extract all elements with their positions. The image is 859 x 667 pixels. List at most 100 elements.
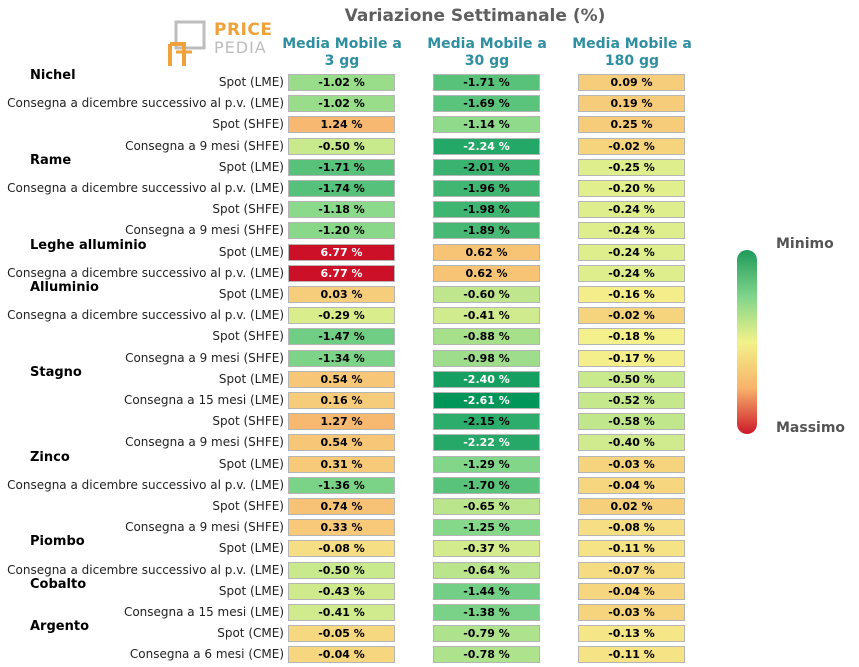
heatmap-cell: -1.02 % bbox=[288, 74, 395, 91]
legend-max-label: Massimo bbox=[776, 420, 846, 436]
heatmap-cell: 0.09 % bbox=[578, 74, 685, 91]
heatmap-cell: 0.16 % bbox=[288, 392, 395, 409]
row-label: Spot (SHFE) bbox=[212, 329, 284, 344]
heatmap-cell: -0.58 % bbox=[578, 413, 685, 431]
row-label: Spot (SHFE) bbox=[212, 414, 284, 429]
row-label: Consegna a 9 mesi (SHFE) bbox=[125, 138, 284, 153]
heatmap-cell: 0.74 % bbox=[288, 498, 395, 515]
heatmap-cell: -0.13 % bbox=[578, 625, 685, 643]
heatmap-cell: -0.50 % bbox=[288, 137, 395, 155]
heatmap-cell: -1.47 % bbox=[288, 328, 395, 346]
heatmap-cell: -0.24 % bbox=[578, 264, 685, 282]
heatmap-cell: -1.89 % bbox=[433, 222, 540, 240]
row-label: Consegna a 9 mesi (SHFE) bbox=[125, 350, 284, 365]
heatmap-cell: -0.50 % bbox=[578, 370, 685, 388]
heatmap-cell: 0.31 % bbox=[288, 455, 395, 473]
heatmap-cell: -1.38 % bbox=[433, 604, 540, 621]
heatmap-cell: -0.37 % bbox=[433, 540, 540, 558]
group-label: Zinco bbox=[30, 449, 70, 465]
row-label: Consegna a dicembre successivo al p.v. (… bbox=[7, 181, 284, 195]
group-label: Piombo bbox=[30, 534, 85, 550]
heatmap-cell: -0.52 % bbox=[578, 392, 685, 409]
heatmap-cell: -1.74 % bbox=[288, 180, 395, 197]
heatmap-cell: -0.02 % bbox=[578, 137, 685, 155]
heatmap-cell: -0.04 % bbox=[578, 476, 685, 494]
heatmap-cell: -0.98 % bbox=[433, 349, 540, 367]
heatmap-cell: -0.50 % bbox=[288, 561, 395, 579]
heatmap-cell: -2.61 % bbox=[433, 392, 540, 409]
heatmap-cell: 0.02 % bbox=[578, 498, 685, 515]
row-label: Spot (LME) bbox=[218, 583, 284, 598]
group-label: Leghe alluminio bbox=[30, 237, 147, 253]
heatmap-cell: -2.22 % bbox=[433, 434, 540, 452]
heatmap-cell: -0.20 % bbox=[578, 180, 685, 197]
row-label: Consegna a 15 mesi (LME) bbox=[123, 393, 284, 407]
heatmap-cell: -1.96 % bbox=[433, 180, 540, 197]
column-header-3gg: Media Mobile a 3 gg bbox=[282, 36, 402, 69]
heatmap-cell: -1.98 % bbox=[433, 201, 540, 219]
row-label: Consegna a 6 mesi (CME) bbox=[129, 647, 284, 662]
row-label: Consegna a 15 mesi (LME) bbox=[123, 605, 284, 619]
heatmap-cell: -0.25 % bbox=[578, 158, 685, 176]
heatmap-cell: -0.17 % bbox=[578, 349, 685, 367]
row-label: Consegna a dicembre successivo al p.v. (… bbox=[7, 562, 284, 577]
group-label: Argento bbox=[30, 619, 89, 635]
heatmap-cell: -0.16 % bbox=[578, 286, 685, 303]
heatmap-cell: -1.02 % bbox=[288, 95, 395, 113]
logo-mark-icon bbox=[168, 20, 206, 66]
heatmap-cell: 1.27 % bbox=[288, 413, 395, 431]
heatmap-cell: 0.62 % bbox=[433, 264, 540, 282]
heatmap-cell: -0.04 % bbox=[578, 582, 685, 600]
heatmap-cell: -0.11 % bbox=[578, 646, 685, 664]
row-label: Spot (LME) bbox=[218, 371, 284, 386]
heatmap-cell: -0.02 % bbox=[578, 307, 685, 325]
heatmap-cell: 6.77 % bbox=[288, 243, 395, 261]
heatmap-cell: -0.03 % bbox=[578, 455, 685, 473]
row-label: Spot (SHFE) bbox=[212, 202, 284, 217]
heatmap-cell: 0.19 % bbox=[578, 95, 685, 113]
row-label: Consegna a dicembre successivo al p.v. (… bbox=[7, 265, 284, 280]
heatmap-cell: -0.41 % bbox=[433, 307, 540, 325]
heatmap-cell: 1.24 % bbox=[288, 116, 395, 134]
color-scale-bar bbox=[737, 250, 757, 434]
heatmap-cell: -2.40 % bbox=[433, 370, 540, 388]
pricepedia-logo: PRICE PEDIA bbox=[168, 18, 278, 68]
heatmap-cell: -0.07 % bbox=[578, 561, 685, 579]
heatmap-cell: -1.69 % bbox=[433, 95, 540, 113]
row-label: Spot (LME) bbox=[218, 75, 284, 89]
heatmap-cell: -0.08 % bbox=[578, 519, 685, 537]
heatmap-cell: -0.24 % bbox=[578, 201, 685, 219]
heatmap-cell: -0.24 % bbox=[578, 243, 685, 261]
heatmap-cell: -0.78 % bbox=[433, 646, 540, 664]
heatmap-cell: -0.40 % bbox=[578, 434, 685, 452]
heatmap-cell: 0.54 % bbox=[288, 370, 395, 388]
heatmap-cell: -0.08 % bbox=[288, 540, 395, 558]
row-label: Consegna a 9 mesi (SHFE) bbox=[125, 223, 284, 238]
row-label: Spot (LME) bbox=[218, 456, 284, 471]
row-label: Consegna a 9 mesi (SHFE) bbox=[125, 520, 284, 535]
group-label: Rame bbox=[30, 152, 72, 168]
row-label: Consegna a 9 mesi (SHFE) bbox=[125, 435, 284, 450]
heatmap-cell: -0.43 % bbox=[288, 582, 395, 600]
row-label: Spot (CME) bbox=[217, 626, 284, 641]
group-label: Nichel bbox=[30, 68, 76, 83]
row-label: Spot (LME) bbox=[218, 287, 284, 301]
group-label: Cobalto bbox=[30, 576, 87, 592]
heatmap-cell: -1.44 % bbox=[433, 582, 540, 600]
row-label: Spot (SHFE) bbox=[212, 499, 284, 513]
group-label: Alluminio bbox=[30, 280, 99, 295]
heatmap-cell: -0.41 % bbox=[288, 604, 395, 621]
heatmap-cell: 0.54 % bbox=[288, 434, 395, 452]
row-label: Spot (LME) bbox=[218, 244, 284, 259]
column-header-180gg: Media Mobile a 180 gg bbox=[572, 36, 692, 69]
heatmap-cell: -1.20 % bbox=[288, 222, 395, 240]
heatmap-cell: -2.24 % bbox=[433, 137, 540, 155]
heatmap-cell: -0.65 % bbox=[433, 498, 540, 515]
row-label: Consegna a dicembre successivo al p.v. (… bbox=[7, 96, 284, 111]
heatmap-cell: 0.33 % bbox=[288, 519, 395, 537]
heatmap-cell: -2.15 % bbox=[433, 413, 540, 431]
heatmap-cell: -0.79 % bbox=[433, 625, 540, 643]
logo-text-price: PRICE bbox=[214, 20, 273, 40]
heatmap-cell: -1.18 % bbox=[288, 201, 395, 219]
heatmap-cell: -0.05 % bbox=[288, 625, 395, 643]
